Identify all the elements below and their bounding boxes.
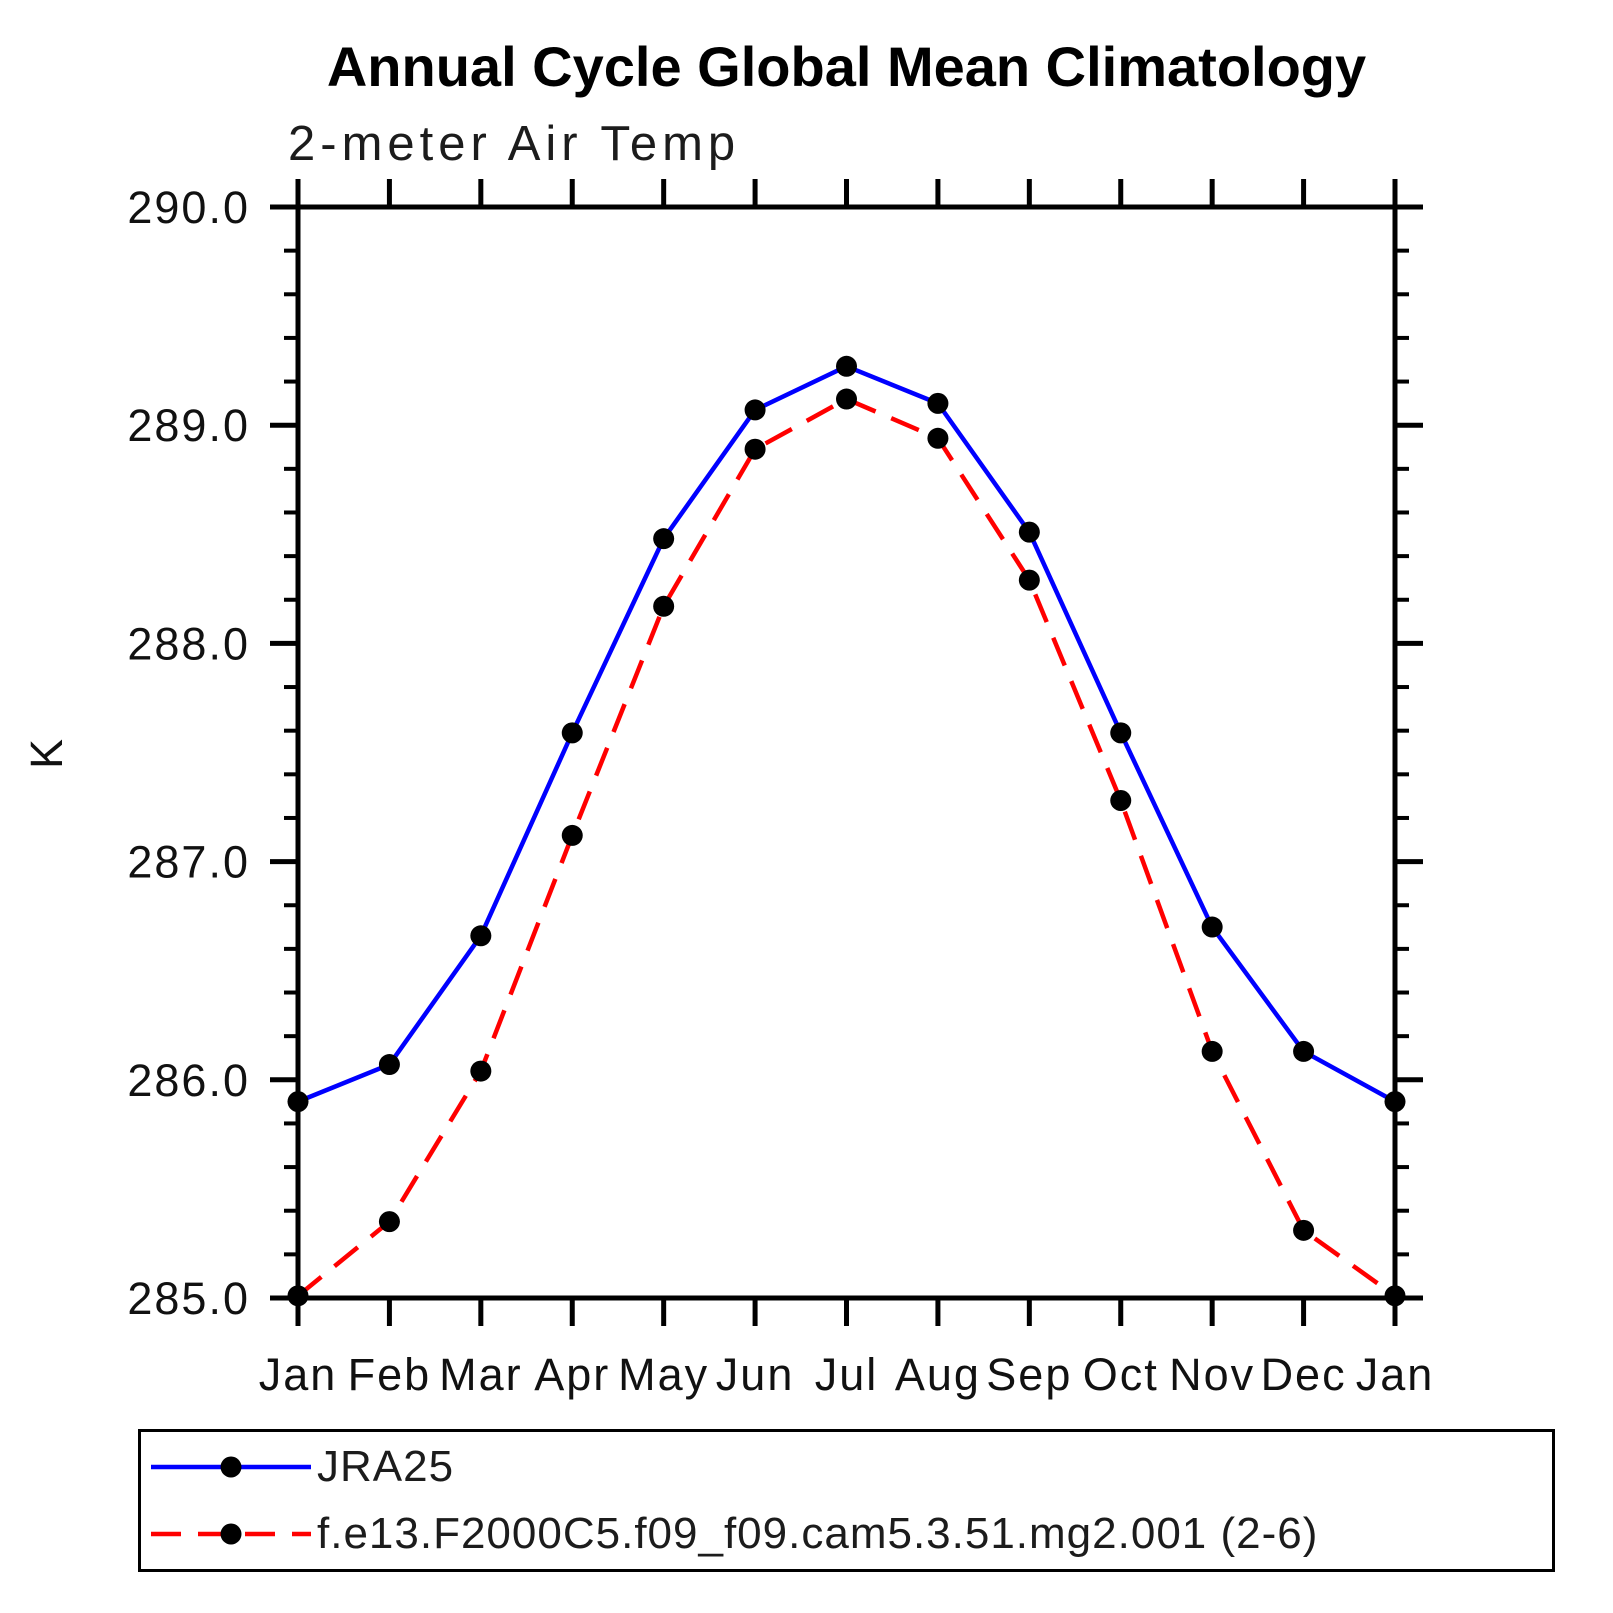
chart-title: Annual Cycle Global Mean Climatology	[326, 35, 1367, 98]
legend-item-model: f.e13.F2000C5.f09_f09.cam5.3.51.mg2.001 …	[141, 1501, 1552, 1567]
svg-text:Dec: Dec	[1261, 1349, 1347, 1400]
svg-text:Jan: Jan	[1356, 1349, 1435, 1400]
svg-text:290.0: 290.0	[127, 182, 250, 233]
legend: JRA25 f.e13.F2000C5.f09_f09.cam5.3.51.mg…	[138, 1429, 1555, 1572]
legend-line-sample-dashed	[151, 1523, 311, 1545]
svg-text:Feb: Feb	[348, 1349, 432, 1400]
svg-text:Jul: Jul	[815, 1349, 879, 1400]
svg-text:Mar: Mar	[439, 1349, 523, 1400]
svg-text:Apr: Apr	[534, 1349, 610, 1400]
svg-text:289.0: 289.0	[127, 400, 250, 451]
svg-text:Nov: Nov	[1169, 1349, 1255, 1400]
svg-text:May: May	[618, 1349, 709, 1400]
legend-item-jra25: JRA25	[141, 1434, 1552, 1500]
svg-text:Oct: Oct	[1083, 1349, 1159, 1400]
svg-text:K: K	[21, 737, 72, 769]
legend-label: f.e13.F2000C5.f09_f09.cam5.3.51.mg2.001 …	[317, 1509, 1319, 1559]
svg-text:286.0: 286.0	[127, 1055, 250, 1106]
legend-label: JRA25	[317, 1441, 455, 1491]
svg-text:287.0: 287.0	[127, 837, 250, 888]
chart-subtitle: 2-meter Air Temp	[288, 117, 741, 171]
legend-line-sample-solid	[151, 1456, 311, 1478]
svg-text:Aug: Aug	[895, 1349, 981, 1400]
svg-text:Sep: Sep	[986, 1349, 1072, 1400]
svg-text:288.0: 288.0	[127, 618, 250, 669]
svg-text:Jun: Jun	[716, 1349, 795, 1400]
svg-text:Jan: Jan	[259, 1349, 338, 1400]
svg-text:285.0: 285.0	[127, 1273, 250, 1324]
